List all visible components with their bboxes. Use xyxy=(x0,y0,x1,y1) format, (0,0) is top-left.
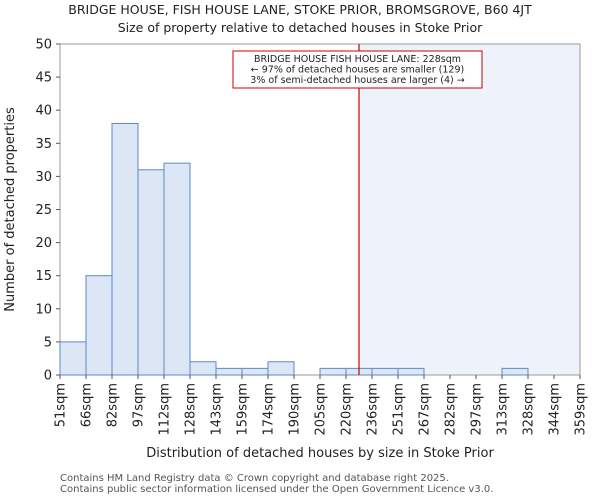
x-tick-label: 267sqm xyxy=(418,383,433,436)
histogram-bar-143sqm xyxy=(215,367,243,376)
annotation-line-2: ← 97% of detached houses are smaller (12… xyxy=(251,65,464,76)
annotation-line-1: BRIDGE HOUSE FISH HOUSE LANE: 228sqm xyxy=(254,54,461,65)
y-tick-label: 45 xyxy=(35,71,52,86)
chart-title: BRIDGE HOUSE, FISH HOUSE LANE, STOKE PRI… xyxy=(68,2,532,17)
histogram-bar-174sqm xyxy=(267,361,295,376)
y-tick-label: 0 xyxy=(44,369,52,384)
x-tick-label: 190sqm xyxy=(288,383,303,436)
annotation-box xyxy=(232,50,483,89)
x-tick-label: 313sqm xyxy=(496,383,511,436)
y-tick-label: 35 xyxy=(35,137,52,152)
x-tick-label: 220sqm xyxy=(340,383,355,436)
y-tick-label: 40 xyxy=(35,104,52,119)
y-tick-label: 20 xyxy=(35,236,52,251)
x-tick-label: 174sqm xyxy=(262,383,277,436)
x-tick-label: 236sqm xyxy=(366,383,381,436)
highlight-region xyxy=(359,44,580,375)
histogram-bar-159sqm xyxy=(241,367,269,376)
histogram-bar-51sqm xyxy=(59,341,87,376)
y-tick-label: 50 xyxy=(35,38,52,53)
x-tick-label: 251sqm xyxy=(392,383,407,436)
histogram-bar-97sqm xyxy=(137,169,165,376)
histogram-bar-128sqm xyxy=(189,361,217,376)
x-tick-label: 328sqm xyxy=(522,383,537,436)
x-tick-label: 97sqm xyxy=(132,383,147,427)
histogram-bar-236sqm xyxy=(371,367,399,376)
x-tick-label: 205sqm xyxy=(314,383,329,436)
x-tick-label: 128sqm xyxy=(184,383,199,436)
x-tick-label: 51sqm xyxy=(54,383,69,427)
y-tick-label: 10 xyxy=(35,302,52,317)
histogram-bar-205sqm xyxy=(319,367,347,376)
y-tick-label: 15 xyxy=(35,269,52,284)
y-tick-label: 5 xyxy=(44,335,52,350)
histogram-bar-313sqm xyxy=(501,367,529,376)
footer-copyright: Contains HM Land Registry data © Crown c… xyxy=(60,473,449,484)
x-tick-label: 112sqm xyxy=(158,383,173,436)
x-tick-label: 143sqm xyxy=(210,383,225,436)
histogram-bar-82sqm xyxy=(111,122,139,376)
footer-licence: Contains public sector information licen… xyxy=(60,484,494,495)
x-tick-label: 82sqm xyxy=(106,383,121,427)
y-axis-label: Number of detached properties xyxy=(3,107,18,312)
histogram-bar-66sqm xyxy=(85,275,113,376)
x-tick-label: 359sqm xyxy=(574,383,589,436)
chart-subtitle: Size of property relative to detached ho… xyxy=(117,20,483,35)
histogram-bar-251sqm xyxy=(397,367,425,376)
histogram-bar-112sqm xyxy=(163,162,191,376)
x-tick-label: 282sqm xyxy=(444,383,459,436)
y-tick-label: 30 xyxy=(35,170,52,185)
y-tick-label: 25 xyxy=(35,203,52,218)
x-tick-label: 66sqm xyxy=(80,383,95,427)
x-tick-label: 159sqm xyxy=(236,383,251,436)
histogram-chart: 0 5 10 15 20 25 30 35 40 45 50 51sqm 66sqm 82sqm 97sqm… xyxy=(3,38,589,462)
x-tick-label: 297sqm xyxy=(470,383,485,436)
x-tick-label: 344sqm xyxy=(548,383,563,436)
x-axis-label: Distribution of detached houses by size … xyxy=(146,446,494,461)
annotation-line-3: 3% of semi-detached houses are larger (4… xyxy=(250,75,464,86)
